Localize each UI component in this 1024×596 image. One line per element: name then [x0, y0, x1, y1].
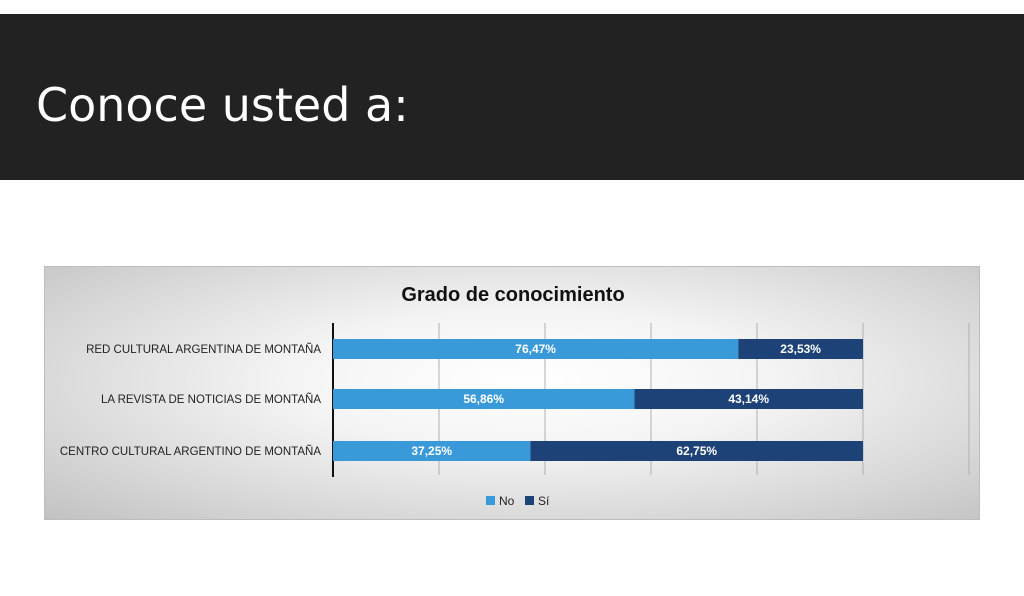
- data-label: 56,86%: [463, 392, 504, 406]
- data-label: 76,47%: [515, 342, 556, 356]
- legend-label: No: [499, 494, 515, 508]
- data-label: 62,75%: [676, 444, 717, 458]
- bar-no: [333, 389, 635, 409]
- category-label: RED CULTURAL ARGENTINA DE MONTAÑA: [86, 343, 321, 356]
- legend-swatch: [525, 496, 534, 505]
- category-label: LA REVISTA DE NOTICIAS DE MONTAÑA: [101, 393, 321, 406]
- bar-si: [738, 339, 863, 359]
- chart-title: Grado de conocimiento: [401, 284, 624, 306]
- bar-si: [530, 441, 863, 461]
- legend-swatch: [486, 496, 495, 505]
- data-label: 43,14%: [728, 392, 769, 406]
- data-label: 37,25%: [411, 444, 452, 458]
- stacked-bar-chart: Grado de conocimiento RED CULTURAL ARGENT…: [60, 284, 970, 508]
- slide-header: Conoce usted a:: [0, 14, 1024, 180]
- chart-frame: Grado de conocimiento RED CULTURAL ARGENT…: [44, 266, 980, 520]
- data-label: 23,53%: [780, 342, 821, 356]
- slide-title: Conoce usted a:: [36, 78, 409, 132]
- bar-si: [634, 389, 863, 409]
- bar-no: [333, 339, 739, 359]
- legend-label: Sí: [538, 494, 550, 508]
- category-label: CENTRO CULTURAL ARGENTINO DE MONTAÑA: [60, 445, 321, 458]
- bar-no: [333, 441, 531, 461]
